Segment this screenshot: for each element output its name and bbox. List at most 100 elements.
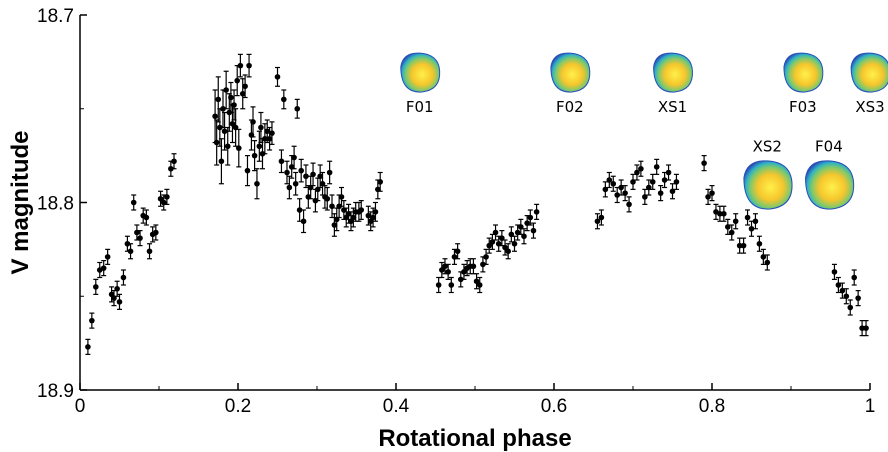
data-point	[505, 243, 511, 260]
data-point	[521, 228, 527, 245]
marker	[246, 62, 252, 69]
data-point	[292, 171, 299, 196]
data-point	[511, 235, 518, 252]
marker	[358, 207, 365, 213]
data-point	[486, 237, 493, 254]
data-point	[146, 243, 153, 260]
data-point	[246, 53, 252, 78]
data-point	[324, 186, 331, 211]
marker	[594, 218, 601, 225]
marker	[756, 240, 763, 247]
data-point	[231, 89, 237, 121]
data-point	[473, 273, 480, 290]
data-point	[602, 181, 609, 198]
data-point	[120, 269, 127, 286]
marker	[646, 184, 652, 191]
marker	[473, 278, 480, 285]
data-point	[855, 290, 861, 307]
marker	[223, 87, 229, 93]
data-point	[508, 226, 515, 243]
marker	[614, 192, 620, 198]
data-point	[130, 194, 137, 211]
marker	[317, 173, 323, 180]
data-point	[717, 205, 723, 222]
data-point	[445, 263, 451, 280]
marker	[237, 62, 244, 69]
marker	[365, 212, 372, 219]
data-point	[709, 185, 715, 202]
data-point	[258, 111, 264, 144]
marker	[764, 259, 771, 266]
marker	[242, 83, 248, 90]
data-point	[646, 179, 652, 196]
data-point	[237, 53, 244, 78]
marker	[622, 190, 628, 196]
marker	[244, 167, 251, 174]
marker	[224, 143, 231, 150]
data-point	[630, 173, 636, 190]
marker	[669, 188, 676, 195]
data-point	[322, 185, 328, 209]
marker	[264, 128, 271, 135]
data-point	[439, 261, 445, 279]
marker	[725, 224, 731, 230]
data-point	[435, 276, 442, 294]
marker	[281, 96, 287, 103]
marker	[847, 304, 854, 311]
data-point	[638, 160, 644, 177]
marker	[372, 209, 379, 215]
marker	[653, 164, 660, 170]
marker	[143, 214, 150, 221]
shape-model-body	[400, 52, 441, 93]
marker	[740, 242, 747, 249]
data-point	[223, 70, 229, 110]
data-point	[213, 119, 220, 166]
data-point	[863, 320, 869, 337]
data-point	[149, 226, 156, 243]
marker	[85, 344, 91, 350]
data-point	[254, 168, 260, 200]
marker	[310, 171, 316, 178]
marker	[505, 248, 511, 255]
data-point	[215, 76, 222, 123]
data-point	[284, 160, 290, 185]
data-point	[358, 200, 365, 220]
data-point	[250, 106, 256, 138]
data-point	[291, 145, 297, 170]
marker	[254, 180, 260, 187]
marker	[618, 184, 624, 191]
data-point	[100, 260, 107, 277]
data-point	[104, 248, 111, 265]
marker	[642, 194, 648, 200]
marker	[220, 105, 226, 112]
data-point	[153, 224, 159, 241]
data-point	[298, 158, 305, 183]
marker	[116, 299, 123, 305]
marker	[638, 165, 644, 172]
shape-model-body	[653, 52, 693, 93]
data-point	[164, 188, 170, 205]
marker	[855, 295, 861, 301]
data-point	[269, 121, 275, 145]
marker	[461, 269, 467, 275]
marker	[284, 169, 290, 176]
marker	[665, 169, 672, 176]
data-point	[530, 222, 537, 239]
marker	[602, 186, 609, 193]
data-point	[348, 211, 354, 232]
marker	[831, 269, 838, 275]
data-point	[618, 179, 624, 196]
data-point	[527, 209, 534, 226]
shape-label: XS2	[753, 138, 782, 156]
marker	[269, 130, 275, 136]
data-point	[756, 235, 763, 252]
x-tick-label: 0.8	[699, 396, 725, 417]
marker	[157, 195, 164, 202]
shape-model-body	[783, 52, 824, 93]
data-point	[764, 254, 771, 271]
data-point	[622, 185, 628, 202]
marker	[338, 194, 345, 200]
data-point	[610, 175, 617, 192]
shape-model-xs1	[653, 52, 693, 93]
data-point	[533, 203, 540, 220]
